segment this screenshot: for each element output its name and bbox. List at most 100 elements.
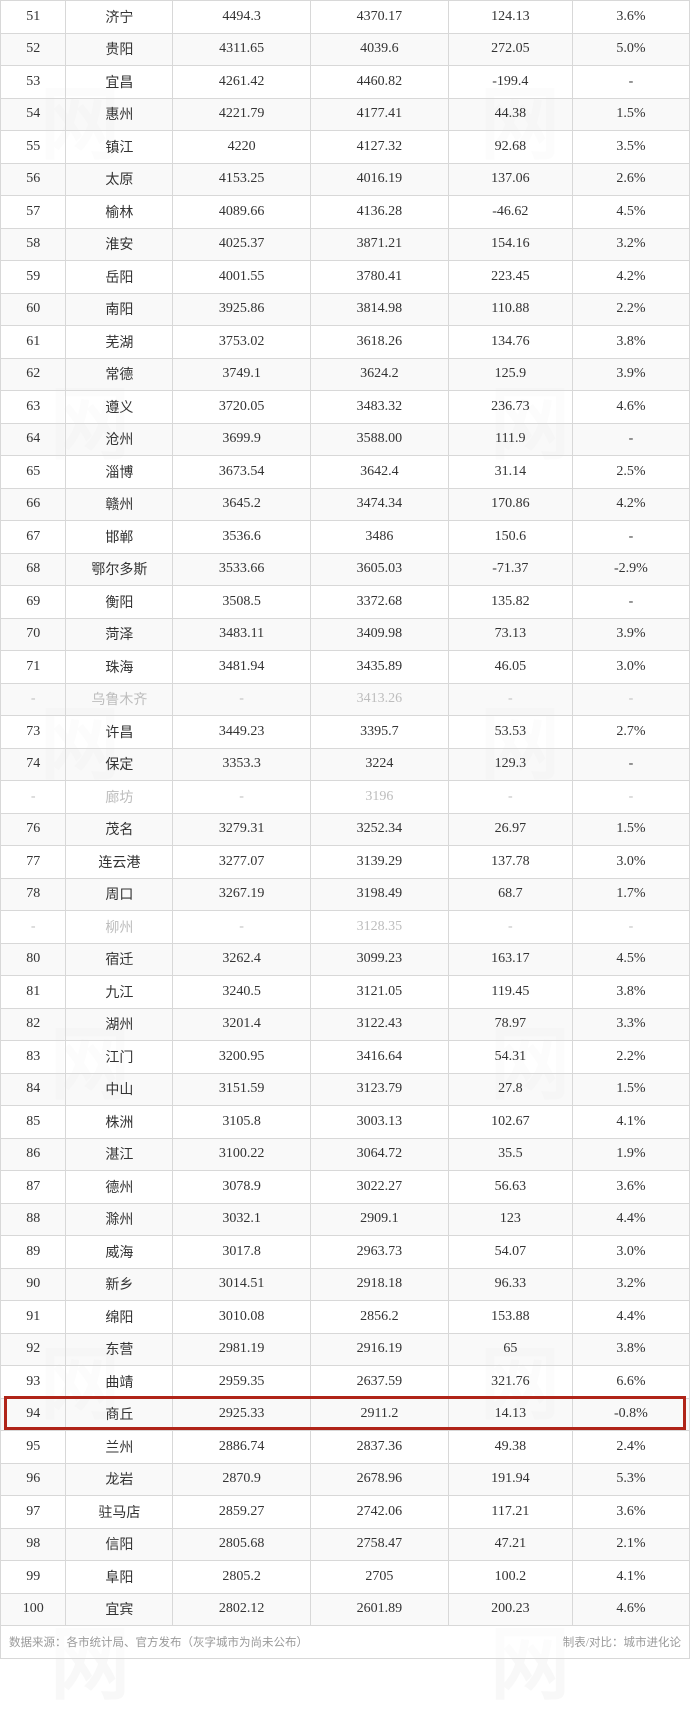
- table-row: 74保定3353.33224129.3-: [1, 748, 690, 781]
- city-cell: 宜昌: [66, 66, 173, 99]
- table-row: 64沧州3699.93588.00111.9-: [1, 423, 690, 456]
- table-row: 100宜宾2802.122601.89200.234.6%: [1, 1593, 690, 1626]
- city-cell: 曲靖: [66, 1366, 173, 1399]
- value1-cell: 3699.9: [173, 423, 311, 456]
- value2-cell: 2916.19: [311, 1333, 449, 1366]
- city-cell: 淮安: [66, 228, 173, 261]
- pct-cell: 3.8%: [572, 1333, 689, 1366]
- table-row: 81九江3240.53121.05119.453.8%: [1, 976, 690, 1009]
- pct-cell: 2.1%: [572, 1528, 689, 1561]
- value1-cell: 3201.4: [173, 1008, 311, 1041]
- value1-cell: 3151.59: [173, 1073, 311, 1106]
- value1-cell: 4220: [173, 131, 311, 164]
- value2-cell: 3618.26: [311, 326, 449, 359]
- value2-cell: 2963.73: [311, 1236, 449, 1269]
- value2-cell: 2637.59: [311, 1366, 449, 1399]
- rank-cell: 90: [1, 1268, 66, 1301]
- city-cell: 茂名: [66, 813, 173, 846]
- value2-cell: 3252.34: [311, 813, 449, 846]
- rank-cell: 53: [1, 66, 66, 99]
- diff-cell: 53.53: [448, 716, 572, 749]
- value1-cell: 3533.66: [173, 553, 311, 586]
- value2-cell: 3780.41: [311, 261, 449, 294]
- value1-cell: 3010.08: [173, 1301, 311, 1334]
- table-row: 84中山3151.593123.7927.81.5%: [1, 1073, 690, 1106]
- value2-cell: 3588.00: [311, 423, 449, 456]
- value2-cell: 2678.96: [311, 1463, 449, 1496]
- value2-cell: 4177.41: [311, 98, 449, 131]
- value1-cell: 2981.19: [173, 1333, 311, 1366]
- city-cell: 江门: [66, 1041, 173, 1074]
- city-cell: 湖州: [66, 1008, 173, 1041]
- pct-cell: 4.2%: [572, 488, 689, 521]
- city-cell: 宿迁: [66, 943, 173, 976]
- table-row: 55镇江42204127.3292.683.5%: [1, 131, 690, 164]
- value2-cell: 3416.64: [311, 1041, 449, 1074]
- table-row: 87德州3078.93022.2756.633.6%: [1, 1171, 690, 1204]
- table-row: 92东营2981.192916.19653.8%: [1, 1333, 690, 1366]
- table-row: 71珠海3481.943435.8946.053.0%: [1, 651, 690, 684]
- city-cell: 中山: [66, 1073, 173, 1106]
- value1-cell: 3014.51: [173, 1268, 311, 1301]
- pct-cell: 3.8%: [572, 976, 689, 1009]
- rank-cell: 57: [1, 196, 66, 229]
- city-cell: 宜宾: [66, 1593, 173, 1626]
- diff-cell: 135.82: [448, 586, 572, 619]
- diff-cell: 134.76: [448, 326, 572, 359]
- diff-cell: 117.21: [448, 1496, 572, 1529]
- rank-cell: 64: [1, 423, 66, 456]
- diff-cell: 137.06: [448, 163, 572, 196]
- value2-cell: 3435.89: [311, 651, 449, 684]
- city-cell: 九江: [66, 976, 173, 1009]
- value1-cell: 3753.02: [173, 326, 311, 359]
- diff-cell: 96.33: [448, 1268, 572, 1301]
- value2-cell: 3123.79: [311, 1073, 449, 1106]
- diff-cell: 78.97: [448, 1008, 572, 1041]
- pct-cell: 3.5%: [572, 131, 689, 164]
- value2-cell: 3196: [311, 781, 449, 814]
- city-cell: 沧州: [66, 423, 173, 456]
- value1-cell: 4025.37: [173, 228, 311, 261]
- table-row: 67邯郸3536.63486150.6-: [1, 521, 690, 554]
- diff-cell: 150.6: [448, 521, 572, 554]
- pct-cell: 1.5%: [572, 1073, 689, 1106]
- diff-cell: 65: [448, 1333, 572, 1366]
- rank-cell: 62: [1, 358, 66, 391]
- rank-cell: 65: [1, 456, 66, 489]
- diff-cell: 44.38: [448, 98, 572, 131]
- pct-cell: -: [572, 781, 689, 814]
- value2-cell: 3003.13: [311, 1106, 449, 1139]
- pct-cell: -: [572, 66, 689, 99]
- diff-cell: 27.8: [448, 1073, 572, 1106]
- pct-cell: 5.0%: [572, 33, 689, 66]
- table-row: 73许昌3449.233395.753.532.7%: [1, 716, 690, 749]
- rank-cell: 91: [1, 1301, 66, 1334]
- city-cell: 连云港: [66, 846, 173, 879]
- pct-cell: -2.9%: [572, 553, 689, 586]
- rank-cell: 63: [1, 391, 66, 424]
- city-cell: 常德: [66, 358, 173, 391]
- rank-cell: 66: [1, 488, 66, 521]
- rank-cell: 95: [1, 1431, 66, 1464]
- table-row: 58淮安4025.373871.21154.163.2%: [1, 228, 690, 261]
- value2-cell: 3064.72: [311, 1138, 449, 1171]
- value1-cell: 2886.74: [173, 1431, 311, 1464]
- city-cell: 绵阳: [66, 1301, 173, 1334]
- diff-cell: 236.73: [448, 391, 572, 424]
- table-row: 95兰州2886.742837.3649.382.4%: [1, 1431, 690, 1464]
- table-row: 63遵义3720.053483.32236.734.6%: [1, 391, 690, 424]
- city-cell: 淄博: [66, 456, 173, 489]
- value1-cell: 3105.8: [173, 1106, 311, 1139]
- value1-cell: 3032.1: [173, 1203, 311, 1236]
- diff-cell: 49.38: [448, 1431, 572, 1464]
- value1-cell: 2959.35: [173, 1366, 311, 1399]
- table-row: 80宿迁3262.43099.23163.174.5%: [1, 943, 690, 976]
- city-cell: 信阳: [66, 1528, 173, 1561]
- value1-cell: 3645.2: [173, 488, 311, 521]
- value2-cell: 3224: [311, 748, 449, 781]
- city-cell: 东营: [66, 1333, 173, 1366]
- value1-cell: 4494.3: [173, 1, 311, 34]
- value1-cell: -: [173, 781, 311, 814]
- value1-cell: 3353.3: [173, 748, 311, 781]
- value2-cell: 3605.03: [311, 553, 449, 586]
